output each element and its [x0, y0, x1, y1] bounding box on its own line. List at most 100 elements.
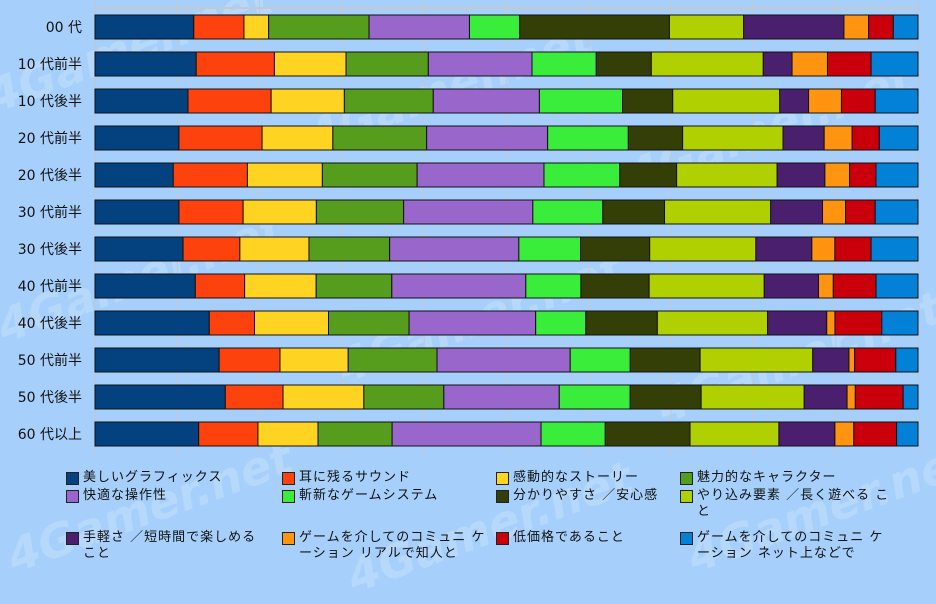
- bar-segment: [426, 125, 549, 151]
- bar-segment: [94, 347, 220, 373]
- legend-label: ゲームを介してのコミュニ ケーション リアルで知人と: [299, 530, 486, 561]
- bar-segment: [532, 199, 604, 225]
- bar-segment: [403, 199, 534, 225]
- legend-item: やり込み要素 ／長く遊べる こと: [680, 488, 890, 520]
- bar-segment: [270, 88, 345, 114]
- bar-segment: [808, 88, 842, 114]
- bar-segment: [172, 162, 248, 188]
- bar-segment: [218, 347, 281, 373]
- y-tick-label: 30 代後半: [18, 242, 82, 258]
- legend-label: 快適な操作性: [83, 488, 168, 503]
- legend-label: 魅力的なキャラクター: [697, 470, 837, 485]
- bar-segment: [672, 88, 781, 114]
- bar-segment: [832, 273, 877, 299]
- bar-segment: [875, 273, 919, 299]
- bar-segment: [811, 236, 836, 262]
- bar-segment: [543, 162, 621, 188]
- legend-label: 分かりやすさ ／安心感: [513, 488, 659, 503]
- bar-segment: [343, 88, 434, 114]
- legend-swatch: [282, 472, 295, 485]
- y-tick-label: 50 代後半: [18, 390, 82, 406]
- bar-segment: [363, 384, 445, 410]
- bar-segment: [803, 384, 848, 410]
- bar-segment: [94, 162, 174, 188]
- bar-segment: [94, 236, 184, 262]
- bar-segment: [656, 310, 769, 336]
- bar-segment: [178, 199, 244, 225]
- bar-segment: [743, 14, 845, 40]
- bar-segment: [770, 199, 824, 225]
- bar-segment: [870, 51, 919, 77]
- legend-item: 手軽さ ／短時間で楽しめる こと: [66, 530, 271, 562]
- bar-segment: [416, 162, 545, 188]
- bar-segment: [602, 199, 666, 225]
- legend-swatch: [66, 490, 79, 503]
- bar-segment: [818, 273, 834, 299]
- bar-segment: [279, 347, 349, 373]
- bar-segment: [878, 125, 919, 151]
- bar-segment: [193, 14, 245, 40]
- bar-segment: [895, 347, 919, 373]
- bar-segment: [391, 421, 542, 447]
- bar-segment: [194, 273, 246, 299]
- bar-segment: [778, 421, 836, 447]
- bar-segment: [94, 199, 180, 225]
- legend-swatch: [680, 532, 693, 545]
- bar-segment: [408, 310, 537, 336]
- legend-swatch: [282, 532, 295, 545]
- bar-segment: [627, 125, 684, 151]
- bar-segment: [834, 236, 872, 262]
- bar-segment: [94, 51, 197, 77]
- bar-segment: [182, 236, 241, 262]
- bar-segment: [518, 236, 582, 262]
- bar-segment: [779, 88, 810, 114]
- bar-segment: [389, 236, 520, 262]
- bar-segment: [676, 162, 778, 188]
- bar-segment: [94, 384, 226, 410]
- bar-segment: [547, 125, 629, 151]
- legend-label: 感動的なストーリー: [513, 470, 640, 485]
- legend-label: やり込み要素 ／長く遊べる こと: [697, 488, 890, 519]
- bar-segment: [315, 273, 393, 299]
- bar-segment: [854, 384, 904, 410]
- bar-segment: [368, 14, 470, 40]
- y-tick-label: 40 代後半: [18, 316, 82, 332]
- bar-segment: [317, 421, 393, 447]
- bar-segment: [826, 310, 836, 336]
- bar-segment: [881, 310, 919, 336]
- bar-segment: [846, 384, 856, 410]
- legend-swatch: [66, 472, 79, 485]
- bar-segment: [812, 347, 850, 373]
- bar-segment: [826, 51, 872, 77]
- bar-segment: [282, 384, 365, 410]
- legend-swatch: [680, 490, 693, 503]
- bar-segment: [868, 14, 894, 40]
- bar-segment: [432, 88, 540, 114]
- bars: [94, 14, 919, 447]
- bar-segment: [848, 347, 856, 373]
- legend-label: ゲームを介してのコミュニ ケーション ネット上などで: [697, 530, 884, 561]
- bar-segment: [762, 51, 793, 77]
- bar-segment: [700, 384, 805, 410]
- bar-segment: [892, 14, 919, 40]
- bar-segment: [246, 162, 323, 188]
- bar-segment: [257, 421, 319, 447]
- bar-segment: [834, 310, 883, 336]
- bar-segment: [345, 51, 429, 77]
- bar-segment: [94, 273, 196, 299]
- bar-segment: [244, 273, 317, 299]
- bar-segment: [854, 347, 897, 373]
- legend-swatch: [496, 490, 509, 503]
- bar-segment: [580, 236, 651, 262]
- legend-swatch: [66, 532, 79, 545]
- bar-segment: [273, 51, 347, 77]
- bar-segment: [585, 310, 658, 336]
- bar-segment: [243, 14, 270, 40]
- legend-item: 斬新なゲームシステム: [282, 488, 487, 504]
- bar-segment: [531, 51, 597, 77]
- bar-segment: [851, 125, 880, 151]
- bar-segment: [823, 125, 853, 151]
- bar-segment: [94, 88, 189, 114]
- bar-segment: [391, 273, 527, 299]
- bar-segment: [268, 14, 370, 40]
